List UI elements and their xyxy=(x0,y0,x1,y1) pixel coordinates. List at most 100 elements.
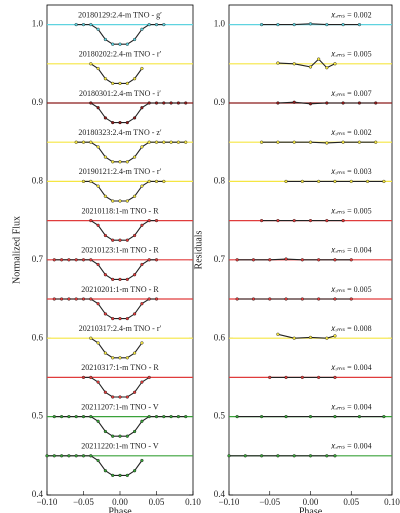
binned-point xyxy=(140,145,144,149)
binned-point xyxy=(260,23,264,27)
binned-point xyxy=(133,273,137,277)
binned-point xyxy=(81,454,86,458)
binned-point xyxy=(111,120,115,125)
series-label: 20210317:1-m TNO - R xyxy=(81,363,159,372)
binned-point xyxy=(133,194,137,198)
binned-point xyxy=(276,140,280,144)
x-tick-label: 0.10 xyxy=(384,497,400,507)
model-curve xyxy=(54,259,157,280)
binned-point xyxy=(357,101,361,105)
binned-point xyxy=(133,155,137,159)
binned-point xyxy=(67,258,71,262)
binned-point xyxy=(140,380,144,384)
binned-point xyxy=(118,356,122,360)
binned-point xyxy=(300,258,304,262)
binned-point xyxy=(133,390,137,394)
binned-point xyxy=(243,454,247,458)
binned-point xyxy=(81,179,86,183)
binned-point xyxy=(103,233,107,238)
binned-point xyxy=(147,219,151,223)
binned-point xyxy=(333,297,337,301)
y-tick-label: 0.7 xyxy=(214,254,226,264)
binned-point xyxy=(89,415,93,419)
binned-point xyxy=(125,199,129,203)
binned-point xyxy=(284,179,288,183)
binned-point xyxy=(154,258,159,262)
model-curve xyxy=(83,376,150,398)
binned-point xyxy=(111,395,115,399)
binned-point xyxy=(67,297,71,301)
binned-point xyxy=(349,258,353,262)
binned-point xyxy=(133,233,137,238)
binned-point xyxy=(103,37,107,42)
binned-point xyxy=(118,120,122,125)
binned-point xyxy=(300,297,304,301)
binned-point xyxy=(349,297,353,301)
binned-point xyxy=(268,375,272,379)
series-label: 𝑥ᵣₘₛ = 0.004 xyxy=(331,442,372,451)
binned-point xyxy=(349,179,353,183)
binned-point xyxy=(133,37,137,42)
binned-point xyxy=(74,140,78,144)
binned-point xyxy=(133,469,137,473)
binned-point xyxy=(276,219,280,223)
binned-point xyxy=(74,23,78,27)
series-label: 20180301:2.4-m TNO - i′ xyxy=(79,89,161,98)
series-label: 20180129:2.4-m TNO - g′ xyxy=(78,10,162,19)
binned-point xyxy=(276,101,280,105)
binned-point xyxy=(59,415,64,419)
binned-point xyxy=(111,238,115,242)
binned-point xyxy=(292,100,296,104)
binned-point xyxy=(125,277,129,281)
binned-point xyxy=(118,473,122,477)
binned-point xyxy=(52,415,56,419)
binned-point xyxy=(357,415,361,419)
binned-point xyxy=(125,434,129,438)
binned-point xyxy=(333,454,337,458)
binned-point xyxy=(325,101,329,105)
binned-point xyxy=(96,419,100,423)
binned-point xyxy=(382,415,386,419)
binned-point xyxy=(276,61,280,65)
binned-point xyxy=(45,454,49,458)
binned-point xyxy=(89,140,93,144)
binned-point xyxy=(176,415,180,419)
x-tick-label: 0.00 xyxy=(303,497,319,507)
binned-point xyxy=(154,415,159,419)
binned-point xyxy=(81,375,86,379)
binned-point xyxy=(103,312,107,316)
binned-point xyxy=(317,297,321,301)
binned-point xyxy=(140,223,144,227)
binned-point xyxy=(154,297,159,301)
binned-point xyxy=(89,375,93,379)
binned-point xyxy=(103,116,107,120)
binned-point xyxy=(96,66,100,71)
binned-point xyxy=(154,219,159,223)
binned-point xyxy=(118,199,122,203)
y-tick-label: 0.4 xyxy=(214,489,226,499)
model-curve xyxy=(90,63,143,84)
binned-point xyxy=(162,101,166,105)
binned-point xyxy=(325,219,329,223)
y-tick-label: 0.9 xyxy=(32,97,44,107)
binned-point xyxy=(162,415,166,419)
series-label: 20210201:1-m TNO - R xyxy=(81,285,159,294)
binned-point xyxy=(147,140,151,144)
binned-point xyxy=(118,238,122,242)
binned-point xyxy=(317,179,321,183)
binned-point xyxy=(125,317,129,321)
binned-point xyxy=(118,317,122,321)
binned-point xyxy=(176,140,180,144)
binned-point xyxy=(125,395,129,399)
series-label: 20211220:1-m TNO - V xyxy=(81,442,159,451)
binned-point xyxy=(251,297,256,301)
model-curve xyxy=(237,258,352,261)
binned-point xyxy=(103,390,107,394)
binned-point xyxy=(111,473,115,477)
binned-point xyxy=(333,375,337,379)
binned-point xyxy=(184,415,188,419)
binned-point xyxy=(103,469,107,473)
model-curve xyxy=(90,220,157,241)
binned-point xyxy=(74,415,78,419)
